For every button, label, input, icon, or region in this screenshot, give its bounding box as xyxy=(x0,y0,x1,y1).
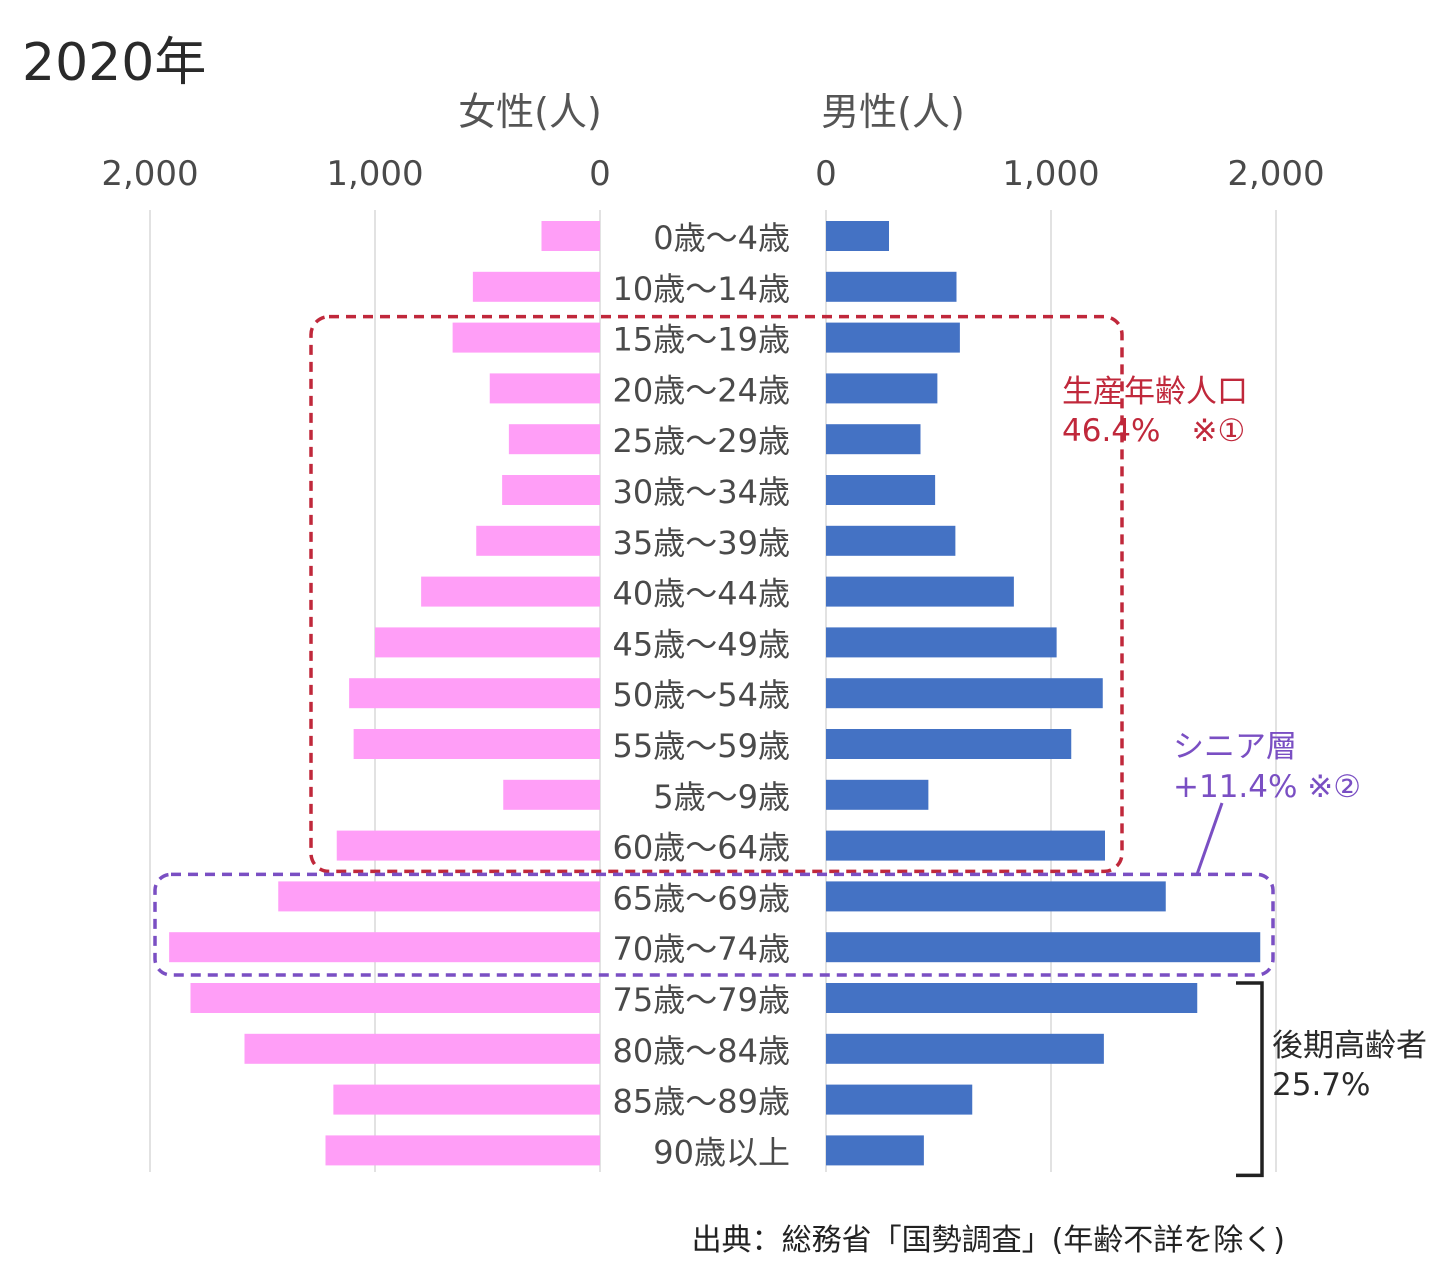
age-label: 20歳〜24歳 xyxy=(613,371,790,409)
female-bar xyxy=(508,424,600,455)
female-bar xyxy=(452,322,600,353)
productive-age-label: 生産年齢人口 xyxy=(1062,374,1248,410)
source-note: 出典：総務省「国勢調査」(年齢不詳を除く) xyxy=(692,1223,1285,1258)
male-bar xyxy=(826,932,1261,963)
tick-label-female: 0 xyxy=(589,154,611,194)
age-label: 50歳〜54歳 xyxy=(613,676,790,714)
female-bar xyxy=(489,373,600,404)
late-elderly-bracket xyxy=(1236,981,1264,1178)
age-label: 45歳〜49歳 xyxy=(613,625,790,663)
productive-age-box xyxy=(309,314,1124,874)
late-elderly-share: 25.7% xyxy=(1272,1067,1370,1103)
age-label: 60歳〜64歳 xyxy=(613,829,790,867)
female-bar xyxy=(244,1033,600,1064)
female-bar xyxy=(421,576,600,607)
male-bar xyxy=(826,678,1103,709)
tick-label-female: 1,000 xyxy=(326,154,423,194)
female-bar xyxy=(541,221,600,251)
male-bar xyxy=(826,1084,973,1115)
male-bar xyxy=(826,322,960,353)
female-bar xyxy=(325,1135,600,1166)
female-bar xyxy=(336,830,600,861)
age-label: 55歳〜59歳 xyxy=(613,727,790,765)
age-label: 75歳〜79歳 xyxy=(613,981,790,1019)
tick-label-female: 2,000 xyxy=(101,154,198,194)
male-bar xyxy=(826,1135,924,1166)
male-bar xyxy=(826,729,1072,759)
tick-label-male: 0 xyxy=(815,154,837,194)
female-bar xyxy=(190,983,600,1013)
female-bar xyxy=(503,779,600,810)
male-bar xyxy=(826,779,929,810)
senior-leader-line xyxy=(1195,802,1224,875)
male-bar xyxy=(826,271,957,302)
age-label: 65歳〜69歳 xyxy=(613,879,790,917)
female-bar xyxy=(476,525,600,556)
male-bar xyxy=(826,1033,1104,1064)
female-bar xyxy=(375,627,600,658)
female-bar xyxy=(502,475,600,505)
tick-label-male: 2,000 xyxy=(1227,154,1324,194)
female-bar xyxy=(169,932,600,963)
chart-title: 2020年 xyxy=(22,33,206,93)
male-bar xyxy=(826,830,1105,861)
male-bar xyxy=(826,881,1166,912)
male-bar xyxy=(826,576,1014,607)
female-axis-label: 女性(人) xyxy=(458,90,602,134)
age-label: 85歳〜89歳 xyxy=(613,1083,790,1121)
age-label: 5歳〜9歳 xyxy=(653,778,790,816)
age-label: 10歳〜14歳 xyxy=(613,270,790,308)
male-axis-label: 男性(人) xyxy=(821,90,965,134)
age-label: 0歳〜4歳 xyxy=(653,219,790,257)
female-bar xyxy=(349,678,600,709)
male-bar xyxy=(826,627,1057,658)
age-label: 35歳〜39歳 xyxy=(613,524,790,562)
age-label: 15歳〜19歳 xyxy=(613,321,790,359)
senior-share: +11.4% ※② xyxy=(1173,769,1361,805)
age-label: 80歳〜84歳 xyxy=(613,1032,790,1070)
tick-label-male: 1,000 xyxy=(1002,154,1099,194)
age-label: 30歳〜34歳 xyxy=(613,473,790,511)
senior-box xyxy=(153,872,1275,977)
age-label: 40歳〜44歳 xyxy=(613,575,790,613)
male-bar xyxy=(826,424,921,455)
male-bar xyxy=(826,221,889,251)
age-label: 25歳〜29歳 xyxy=(613,422,790,460)
late-elderly-label: 後期高齢者 xyxy=(1272,1028,1427,1064)
male-bar xyxy=(826,475,936,505)
female-bar xyxy=(278,881,600,912)
male-bar xyxy=(826,983,1198,1013)
male-bar xyxy=(826,373,938,404)
female-bar xyxy=(472,271,600,302)
female-bar xyxy=(333,1084,600,1115)
age-label: 90歳以上 xyxy=(653,1133,790,1171)
productive-age-share: 46.4% ※① xyxy=(1062,413,1245,449)
senior-label: シニア層 xyxy=(1173,729,1297,765)
age-label: 70歳〜74歳 xyxy=(613,930,790,968)
male-bar xyxy=(826,525,956,556)
female-bar xyxy=(353,729,600,759)
